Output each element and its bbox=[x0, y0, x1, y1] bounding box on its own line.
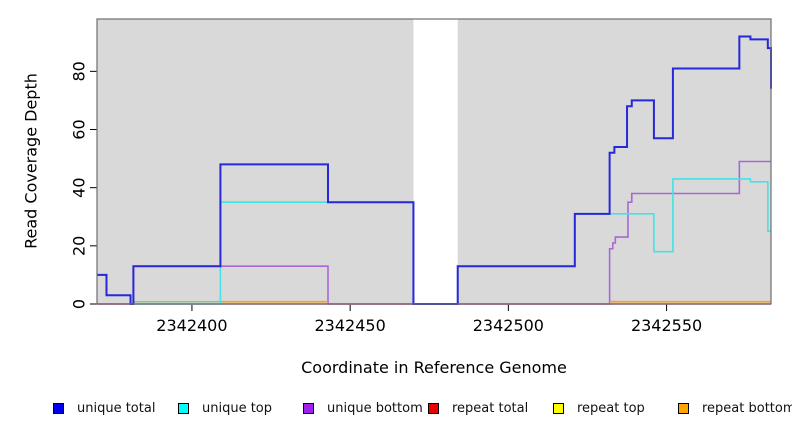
x-axis-title: Coordinate in Reference Genome bbox=[301, 358, 567, 377]
legend-swatch-repeat-bottom bbox=[678, 402, 689, 414]
legend-label-repeat-top: repeat top bbox=[577, 400, 645, 416]
legend-swatch-unique-bottom bbox=[303, 402, 314, 414]
legend-swatch-repeat-total bbox=[428, 402, 439, 414]
x-tick-label: 2342400 bbox=[156, 316, 227, 335]
legend-item-repeat-bottom: repeat bottom bbox=[678, 398, 792, 418]
legend-label-unique-top: unique top bbox=[202, 400, 273, 416]
legend-swatch-unique-total bbox=[53, 402, 64, 414]
legend-label-repeat-total: repeat total bbox=[452, 400, 529, 416]
legend-swatch-repeat-top bbox=[553, 402, 564, 414]
legend-item-unique-bottom: unique bottom bbox=[303, 398, 423, 418]
legend-label-unique-total: unique total bbox=[77, 400, 156, 416]
legend-swatch-unique-top bbox=[178, 402, 189, 414]
series-unique-total bbox=[97, 35, 772, 305]
y-tick-label: 40 bbox=[70, 177, 89, 197]
legend: unique total unique top unique bottom repea… bbox=[0, 398, 792, 424]
y-axis-title-text: Read Coverage Depth bbox=[21, 73, 41, 249]
legend-label-repeat-bottom: repeat bottom bbox=[702, 400, 792, 416]
series-unique-bottom bbox=[97, 160, 771, 305]
x-tick-label: 2342500 bbox=[473, 316, 544, 335]
y-tick-label: 0 bbox=[70, 299, 89, 309]
masked-region bbox=[413, 19, 458, 304]
legend-item-repeat-top: repeat top bbox=[553, 398, 645, 418]
y-tick-label: 20 bbox=[70, 236, 89, 256]
legend-item-unique-top: unique top bbox=[178, 398, 272, 418]
legend-item-repeat-total: repeat total bbox=[428, 398, 528, 418]
legend-label-unique-bottom: unique bottom bbox=[327, 400, 423, 416]
y-tick-label: 80 bbox=[70, 61, 89, 81]
x-tick-label: 2342550 bbox=[631, 316, 702, 335]
y-tick-label: 60 bbox=[70, 119, 89, 139]
legend-item-unique-total: unique total bbox=[53, 398, 155, 418]
x-tick-label: 2342450 bbox=[315, 316, 386, 335]
plot-border bbox=[96, 18, 772, 305]
